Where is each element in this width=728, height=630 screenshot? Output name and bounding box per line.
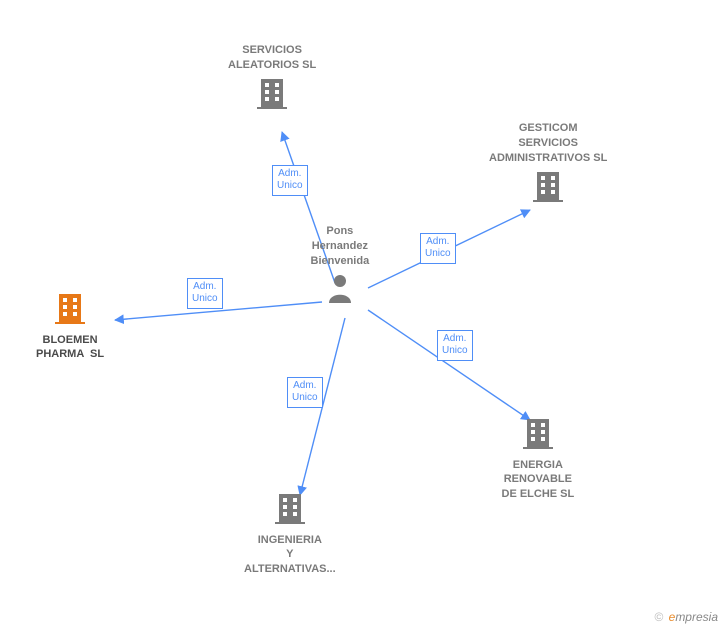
node-label: BLOEMEN PHARMA SL [36, 333, 104, 363]
building-icon [523, 417, 553, 454]
center-person-node: Pons Hernandez Bienvenida [311, 224, 370, 308]
edges-layer [0, 0, 728, 630]
edge-label: Adm. Unico [420, 233, 456, 264]
node-label: ENERGIA RENOVABLE DE ELCHE SL [502, 458, 575, 503]
node-label: SERVICIOS ALEATORIOS SL [228, 43, 316, 73]
network-diagram: Pons Hernandez Bienvenida SERVICIOS ALEAT… [0, 0, 728, 630]
brand-name: empresia [669, 610, 718, 624]
building-icon [275, 492, 305, 529]
building-icon [533, 170, 563, 207]
building-icon [55, 292, 85, 329]
footer-credit: © empresia [654, 610, 718, 624]
node-label: GESTICOM SERVICIOS ADMINISTRATIVOS SL [489, 121, 607, 166]
node-label: Pons Hernandez Bienvenida [311, 224, 370, 269]
building-icon [257, 77, 287, 114]
edge-line [368, 310, 530, 420]
edge-label: Adm. Unico [187, 278, 223, 309]
company-node: ENERGIA RENOVABLE DE ELCHE SL [502, 417, 575, 503]
company-node: INGENIERIA Y ALTERNATIVAS... [244, 492, 336, 578]
company-node: SERVICIOS ALEATORIOS SL [228, 43, 316, 114]
node-label: INGENIERIA Y ALTERNATIVAS... [244, 533, 336, 578]
copyright-symbol: © [654, 610, 663, 624]
edge-label: Adm. Unico [437, 330, 473, 361]
company-node: BLOEMEN PHARMA SL [36, 292, 104, 363]
person-icon [327, 273, 353, 308]
edge-label: Adm. Unico [287, 377, 323, 408]
company-node: GESTICOM SERVICIOS ADMINISTRATIVOS SL [489, 121, 607, 207]
edge-label: Adm. Unico [272, 165, 308, 196]
